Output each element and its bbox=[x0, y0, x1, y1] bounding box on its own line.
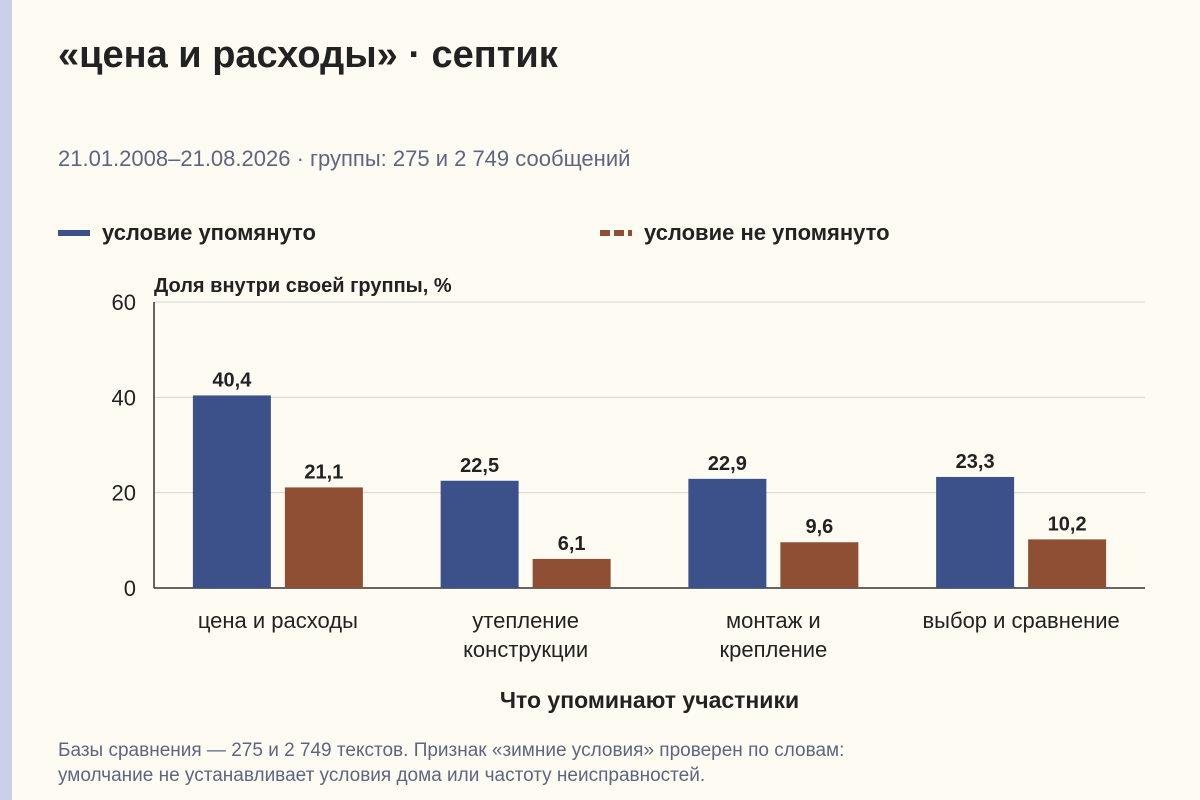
footnote-line-1: Базы сравнения — 275 и 2 749 текстов. Пр… bbox=[58, 740, 845, 761]
footnote-line-2: умолчание не устанавливает условия дома … bbox=[58, 765, 706, 786]
x-axis-label: Что упоминают участники bbox=[500, 687, 799, 713]
bar bbox=[284, 487, 363, 588]
bar bbox=[1028, 539, 1107, 588]
legend-label-not-mentioned: условие не упомянуто bbox=[644, 220, 890, 245]
footnote: Базы сравнения — 275 и 2 749 текстов. Пр… bbox=[58, 738, 1178, 788]
y-tick-label: 40 bbox=[112, 385, 136, 410]
bar bbox=[780, 542, 859, 588]
y-tick-label: 60 bbox=[112, 290, 136, 315]
x-tick-label-line: утепление bbox=[472, 608, 579, 633]
bar bbox=[192, 395, 271, 588]
bar bbox=[688, 478, 767, 588]
data-label: 22,5 bbox=[460, 455, 499, 477]
legend-item-mentioned: условие упомянуто bbox=[58, 219, 316, 247]
data-label: 9,6 bbox=[805, 516, 833, 538]
data-label: 40,4 bbox=[212, 369, 252, 391]
bar bbox=[532, 558, 611, 588]
bar bbox=[936, 476, 1015, 588]
legend-swatch-mentioned bbox=[58, 230, 90, 236]
x-tick-label-line: конструкции bbox=[463, 637, 588, 662]
x-tick-label-line: монтаж и bbox=[726, 608, 821, 633]
y-tick-label: 20 bbox=[112, 481, 136, 506]
x-tick-label-line: выбор и сравнение bbox=[922, 608, 1119, 633]
bar bbox=[440, 480, 519, 588]
left-accent-stripe bbox=[0, 0, 12, 800]
x-tick-label-line: цена и расходы bbox=[198, 608, 358, 633]
x-tick-label: утепление конструкции bbox=[463, 608, 588, 662]
data-label: 23,3 bbox=[956, 451, 995, 473]
x-tick-label: выбор и сравнение bbox=[922, 608, 1119, 633]
x-tick-label: цена и расходы bbox=[198, 608, 358, 633]
chart-subtitle: 21.01.2008–21.08.2026 · группы: 275 и 2 … bbox=[58, 146, 631, 171]
data-label: 6,1 bbox=[558, 533, 586, 555]
y-axis-label: Доля внутри своей группы, % bbox=[154, 275, 452, 297]
chart-title: «цена и расходы» · септик bbox=[58, 34, 558, 76]
data-label: 10,2 bbox=[1048, 513, 1087, 535]
legend-swatch-not-mentioned bbox=[600, 230, 632, 236]
data-label: 21,1 bbox=[304, 461, 343, 483]
y-tick-label: 0 bbox=[124, 576, 136, 601]
legend-item-not-mentioned: условие не упомянуто bbox=[600, 219, 890, 247]
legend-label-mentioned: условие упомянуто bbox=[102, 220, 316, 245]
x-tick-label-line: крепление bbox=[719, 637, 827, 662]
x-tick-label: монтаж и крепление bbox=[719, 608, 827, 662]
data-label: 22,9 bbox=[708, 453, 747, 475]
